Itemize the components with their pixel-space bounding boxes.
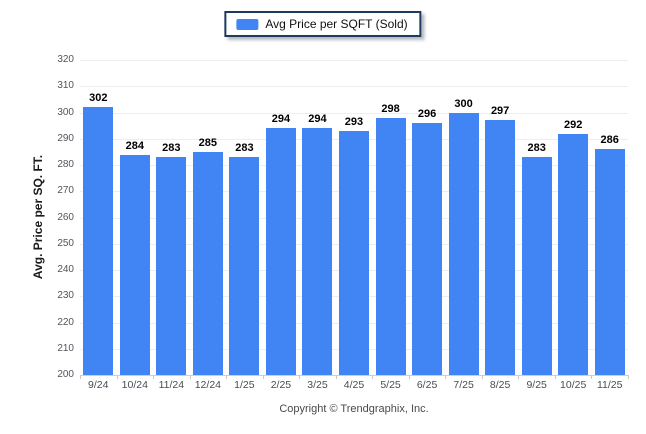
bar (412, 123, 443, 375)
bar (156, 157, 187, 375)
bar (339, 130, 369, 375)
y-tick-label: 240 (57, 264, 74, 275)
x-tick-label: 2/25 (270, 379, 292, 391)
bar (448, 112, 479, 375)
bar (594, 149, 625, 375)
x-axis-tick (263, 375, 264, 379)
y-tick-label: 230 (57, 290, 74, 302)
x-tick-label: 6/25 (416, 379, 438, 391)
gridline (80, 112, 628, 114)
x-axis-tick (628, 375, 629, 379)
x-tick-label: 9/24 (88, 379, 109, 391)
x-tick-label: 10/25 (560, 379, 587, 391)
x-axis-tick (591, 375, 592, 379)
x-axis-tick (80, 375, 81, 379)
x-axis-tick (226, 375, 227, 379)
y-tick-label: 260 (57, 211, 74, 223)
bar (558, 133, 589, 375)
bar-value-label: 296 (417, 108, 437, 120)
legend-series-label: Avg Price per SQFT (Sold) (265, 17, 408, 31)
x-tick-label: 4/25 (343, 379, 365, 391)
bar-value-label: 285 (198, 136, 218, 149)
bar (229, 157, 260, 375)
y-tick-label: 310 (57, 80, 74, 92)
bar (521, 157, 552, 375)
bar-value-label: 297 (490, 105, 510, 118)
bar-value-label: 283 (235, 142, 254, 155)
bar (119, 154, 150, 375)
bar-value-label: 284 (125, 139, 144, 152)
x-tick-label: 3/25 (307, 379, 328, 391)
x-tick-label: 11/25 (596, 379, 623, 391)
legend-color-swatch (236, 18, 259, 30)
x-axis-tick (190, 375, 191, 379)
x-tick-label: 9/25 (526, 379, 547, 391)
y-axis-tick-labels: 200 210 220 230 240 250 260 270 280 290 300 310 320 (0, 54, 74, 380)
x-tick-label: 7/25 (453, 379, 474, 391)
gridline (80, 60, 628, 61)
bar-value-label: 286 (600, 134, 619, 147)
x-tick-label: 5/25 (380, 379, 401, 391)
y-tick-label: 250 (57, 237, 74, 249)
x-tick-label: 1/25 (234, 379, 255, 391)
bar-value-label: 283 (162, 142, 181, 155)
x-axis-tick-labels: 9/24 10/24 11/24 12/24 1/25 2/25 3/25 4/25 5/25 6… (80, 379, 628, 393)
x-axis-tick (372, 375, 373, 379)
bar-value-label: 294 (308, 113, 327, 126)
y-tick-label: 320 (57, 54, 74, 65)
x-tick-label: 12/24 (194, 379, 221, 391)
bar (485, 120, 516, 375)
x-tick-label: 8/25 (489, 379, 511, 391)
gridline (80, 86, 628, 88)
plot-area: 302 284 283 285 283 294 294 293 298 296 300 297 283 2… (80, 60, 629, 379)
bar-value-label: 283 (527, 142, 546, 155)
bar-value-label: 293 (344, 115, 364, 128)
y-tick-label: 200 (57, 369, 74, 380)
bar-value-label: 298 (381, 102, 400, 115)
bar-value-label: 302 (89, 92, 108, 105)
x-axis-tick (518, 375, 519, 379)
y-tick-label: 270 (57, 185, 74, 197)
x-axis-tick (445, 375, 446, 379)
bar (83, 107, 114, 375)
x-axis-tick (555, 375, 556, 379)
bar (375, 117, 406, 375)
x-tick-label: 11/24 (158, 379, 185, 391)
y-tick-label: 220 (57, 316, 74, 328)
bar-value-label: 294 (271, 113, 291, 126)
x-axis-tick (336, 375, 337, 379)
x-axis-tick (153, 375, 154, 379)
chart-legend: Avg Price per SQFT (Sold) (224, 11, 422, 37)
x-axis-tick (299, 375, 300, 379)
bar-value-label: 292 (564, 118, 583, 131)
y-tick-label: 210 (57, 342, 74, 354)
y-tick-label: 280 (57, 159, 74, 170)
y-tick-label: 300 (57, 106, 74, 118)
bar (302, 128, 333, 375)
bar-value-label: 300 (454, 97, 473, 110)
y-tick-label: 290 (57, 132, 74, 144)
x-axis-tick (409, 375, 410, 379)
x-axis-tick (482, 375, 483, 379)
copyright-text: Copyright © Trendgraphix, Inc. (279, 403, 429, 415)
x-tick-label: 10/24 (121, 379, 148, 391)
bar (265, 128, 296, 375)
x-axis-tick (117, 375, 118, 379)
bar (192, 151, 223, 375)
